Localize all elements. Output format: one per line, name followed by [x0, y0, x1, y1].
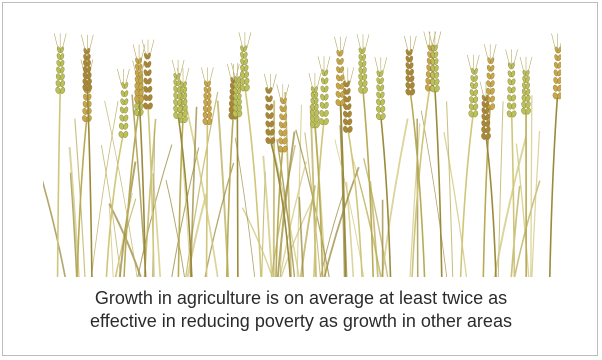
grass-blade	[104, 100, 138, 277]
grass-blade	[165, 180, 185, 277]
grass-blade	[298, 196, 304, 277]
wheat-stalk	[53, 33, 67, 277]
grass-blade	[530, 95, 533, 277]
grass-blade	[90, 100, 119, 277]
grass-blade	[304, 132, 321, 277]
grass-blade	[115, 193, 133, 277]
wheat-field-image	[43, 31, 561, 277]
wheat-illustration	[43, 31, 561, 277]
wheat-stalk	[479, 81, 497, 277]
grass-blade	[69, 172, 78, 277]
caption-line-2: effective in reducing poverty as growth …	[90, 311, 512, 331]
grass-blade	[493, 136, 527, 277]
wheat-stalk	[404, 35, 426, 277]
wheat-stalk	[201, 67, 214, 277]
wheat-stalk	[238, 32, 262, 277]
grass-blade	[270, 144, 296, 277]
wheat-stalk	[334, 36, 347, 277]
wheat-stalk	[275, 84, 290, 277]
wheat-stalk	[176, 67, 190, 277]
grass-blade	[446, 101, 454, 277]
wheat-stalk	[356, 34, 374, 277]
grass-blade	[356, 172, 382, 277]
grass-blade	[409, 123, 421, 277]
grass-blade	[380, 118, 409, 277]
grass-blade	[510, 185, 521, 277]
grass-blade	[43, 180, 66, 277]
wheat-stalk	[264, 73, 292, 277]
grass-blade	[183, 98, 219, 277]
grass-blade	[420, 110, 448, 277]
caption-line-1: Growth in agriculture is on average at l…	[94, 288, 508, 308]
grass-blade	[515, 143, 530, 277]
wheat-stalk	[519, 56, 533, 277]
wheat-stalk	[549, 33, 561, 277]
grass-blade	[262, 155, 273, 277]
wheat-stalk	[341, 67, 363, 277]
grass-blade	[296, 104, 303, 277]
grass-blade	[276, 139, 296, 277]
wheat-stalk	[374, 57, 392, 277]
figure-caption: Growth in agriculture is on average at l…	[3, 287, 597, 333]
wheat-stalk	[428, 31, 443, 277]
figure-card: Growth in agriculture is on average at l…	[2, 2, 598, 356]
wheat-stalk	[171, 59, 193, 277]
wheat-stalk	[81, 34, 94, 277]
grass-blade	[369, 180, 379, 277]
grass-blade	[279, 161, 307, 277]
wheat-stalk	[313, 56, 331, 277]
wheat-stalk	[141, 39, 155, 277]
wheat-stalk	[505, 49, 518, 277]
grass-blade	[531, 130, 541, 277]
wheat-stalk	[482, 44, 497, 277]
wheat-stalk	[308, 73, 324, 277]
grass-blade	[261, 171, 266, 277]
grass-blade	[363, 158, 389, 277]
wheat-stalk	[231, 62, 244, 277]
grass-blade	[280, 197, 315, 277]
wheat-stalk	[105, 68, 130, 277]
grass-blade	[108, 205, 114, 277]
wheat-stalk	[459, 54, 480, 277]
grass-blade	[186, 193, 208, 277]
grass-blade	[276, 131, 296, 277]
wheat-stalk	[132, 44, 147, 277]
grass-blade	[443, 132, 468, 277]
